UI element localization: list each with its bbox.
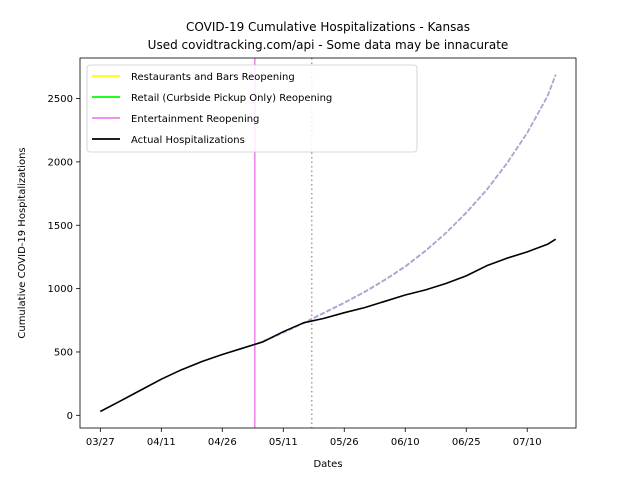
legend-label: Actual Hospitalizations [131,135,245,146]
y-tick-label: 1000 [48,284,73,295]
x-tick-label: 05/26 [330,437,359,448]
legend-label: Restaurants and Bars Reopening [131,72,295,83]
y-tick-label: 0 [67,411,73,422]
y-axis: 0 500 1000 1500 2000 2500 [48,94,80,422]
series-projection-2 [262,74,557,343]
y-tick-label: 2500 [48,94,73,105]
x-tick-label: 07/10 [513,437,542,448]
x-axis-label: Dates [313,459,342,470]
legend-box [86,64,418,153]
legend: Restaurants and Bars Reopening Retail (Cu… [86,64,418,153]
x-axis: 03/27 04/11 04/26 05/11 05/26 06/10 06/25 07/10 [86,428,542,448]
x-tick-label: 05/11 [269,437,298,448]
x-tick-label: 06/25 [452,437,481,448]
x-tick-label: 04/26 [208,437,237,448]
x-tick-label: 06/10 [391,437,420,448]
y-tick-label: 1500 [48,221,73,232]
y-axis-label: Cumulative COVID-19 Hospitalizations [17,147,28,338]
legend-label: Entertainment Reopening [131,114,259,125]
legend-label: Retail (Curbside Pickup Only) Reopening [131,93,332,104]
chart-subtitle: Used covidtracking.com/api - Some data m… [148,38,509,52]
x-tick-label: 04/11 [147,437,176,448]
y-tick-label: 500 [54,347,73,358]
y-tick-label: 2000 [48,157,73,168]
x-tick-label: 03/27 [86,437,115,448]
series-actual-hospitalizations [99,238,557,413]
chart-title: COVID-19 Cumulative Hospitalizations - K… [186,20,470,34]
plot-frame [79,57,577,429]
